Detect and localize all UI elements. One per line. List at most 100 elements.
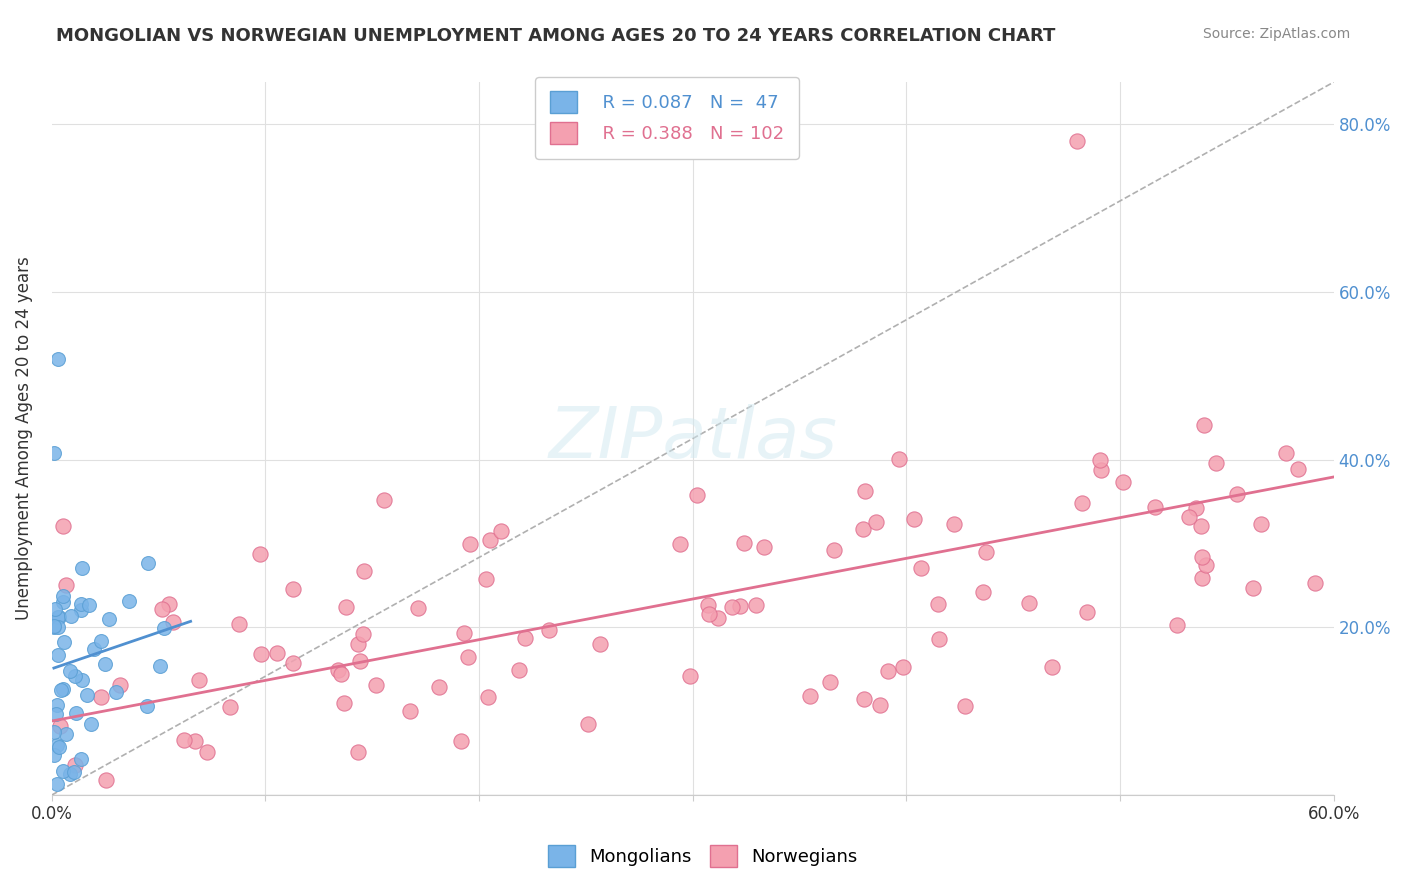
Point bbox=[1250, 517, 1272, 532]
Point bbox=[42, 445, 65, 459]
Point bbox=[188, 673, 211, 687]
Point bbox=[477, 690, 499, 704]
Point bbox=[80, 717, 103, 731]
Point bbox=[799, 690, 821, 704]
Point bbox=[1286, 462, 1309, 476]
Point bbox=[93, 657, 115, 671]
Point bbox=[745, 598, 768, 612]
Point bbox=[1226, 487, 1249, 501]
Point bbox=[927, 597, 949, 611]
Point bbox=[679, 669, 702, 683]
Point bbox=[60, 609, 83, 624]
Point bbox=[49, 719, 72, 733]
Point bbox=[48, 739, 70, 754]
Point bbox=[52, 519, 75, 533]
Point bbox=[576, 717, 599, 731]
Point bbox=[1191, 571, 1213, 585]
Point bbox=[94, 773, 117, 788]
Point bbox=[955, 698, 977, 713]
Point bbox=[891, 660, 914, 674]
Point bbox=[366, 678, 388, 692]
Point bbox=[1018, 596, 1040, 610]
Point bbox=[249, 547, 271, 561]
Point bbox=[733, 535, 755, 549]
Point bbox=[46, 648, 69, 662]
Point bbox=[453, 625, 475, 640]
Point bbox=[162, 615, 184, 630]
Point bbox=[42, 620, 65, 634]
Point bbox=[42, 747, 65, 762]
Point bbox=[697, 607, 720, 621]
Point bbox=[489, 524, 512, 539]
Point bbox=[77, 598, 100, 612]
Point bbox=[853, 692, 876, 706]
Point bbox=[45, 706, 67, 721]
Point bbox=[696, 598, 718, 612]
Point bbox=[353, 564, 375, 578]
Point bbox=[450, 733, 472, 747]
Point bbox=[427, 680, 450, 694]
Point bbox=[48, 610, 70, 624]
Point bbox=[1303, 576, 1326, 591]
Point bbox=[347, 637, 370, 651]
Point bbox=[173, 733, 195, 747]
Point bbox=[869, 698, 891, 712]
Point bbox=[55, 727, 77, 741]
Point bbox=[1191, 550, 1213, 565]
Text: MONGOLIAN VS NORWEGIAN UNEMPLOYMENT AMONG AGES 20 TO 24 YEARS CORRELATION CHART: MONGOLIAN VS NORWEGIAN UNEMPLOYMENT AMON… bbox=[56, 27, 1056, 45]
Point bbox=[887, 451, 910, 466]
Point bbox=[942, 517, 965, 532]
Point bbox=[105, 684, 128, 698]
Point bbox=[46, 610, 69, 624]
Point bbox=[46, 351, 69, 366]
Point bbox=[910, 560, 932, 574]
Point bbox=[974, 544, 997, 558]
Point bbox=[228, 617, 250, 632]
Point bbox=[1189, 519, 1212, 533]
Point bbox=[136, 698, 159, 713]
Point bbox=[1192, 417, 1215, 432]
Point bbox=[98, 612, 121, 626]
Point bbox=[1090, 463, 1112, 477]
Point bbox=[46, 777, 69, 791]
Point bbox=[720, 599, 742, 614]
Point bbox=[589, 637, 612, 651]
Point bbox=[329, 667, 352, 681]
Point bbox=[136, 556, 159, 570]
Point bbox=[59, 767, 82, 781]
Point bbox=[1166, 618, 1188, 632]
Point bbox=[266, 646, 288, 660]
Point bbox=[52, 590, 75, 604]
Point bbox=[852, 522, 875, 536]
Point bbox=[479, 533, 502, 547]
Legend:   R = 0.087   N =  47,   R = 0.388   N = 102: R = 0.087 N = 47, R = 0.388 N = 102 bbox=[536, 77, 799, 159]
Point bbox=[83, 642, 105, 657]
Point bbox=[1066, 134, 1088, 148]
Point bbox=[70, 673, 93, 688]
Point bbox=[457, 650, 479, 665]
Point bbox=[877, 664, 900, 678]
Point bbox=[149, 658, 172, 673]
Point bbox=[332, 696, 354, 710]
Text: Source: ZipAtlas.com: Source: ZipAtlas.com bbox=[1202, 27, 1350, 41]
Point bbox=[853, 483, 876, 498]
Legend: Mongolians, Norwegians: Mongolians, Norwegians bbox=[541, 838, 865, 874]
Point bbox=[70, 602, 93, 616]
Point bbox=[153, 621, 176, 635]
Point bbox=[65, 706, 87, 720]
Point bbox=[45, 698, 67, 713]
Point bbox=[218, 699, 240, 714]
Point bbox=[52, 682, 75, 697]
Point bbox=[1195, 558, 1218, 573]
Text: ZIPatlas: ZIPatlas bbox=[548, 404, 837, 473]
Point bbox=[1088, 453, 1111, 467]
Point bbox=[818, 674, 841, 689]
Point bbox=[90, 634, 112, 648]
Point bbox=[108, 678, 131, 692]
Point bbox=[1241, 581, 1264, 595]
Point bbox=[326, 663, 349, 677]
Point bbox=[1185, 501, 1208, 516]
Point bbox=[59, 665, 82, 679]
Point bbox=[349, 654, 371, 668]
Point bbox=[52, 764, 75, 778]
